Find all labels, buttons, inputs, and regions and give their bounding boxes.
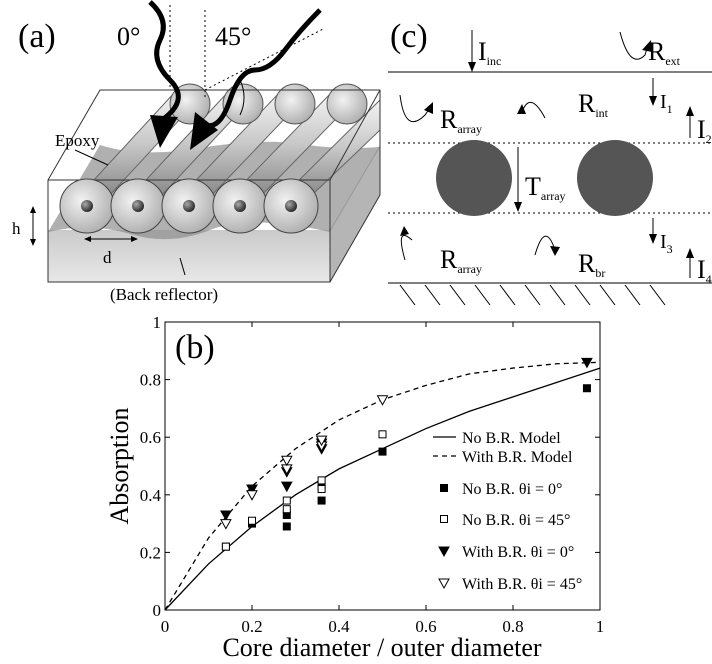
point xyxy=(583,385,590,392)
legend-label: No B.R. θi = 0° xyxy=(462,481,562,498)
flux-label: Rext xyxy=(648,37,681,68)
wire xyxy=(577,140,653,216)
figure: (a) 0° 45° Epoxy h d (Back reflector) (c… xyxy=(0,0,712,664)
panel-a: (a) 0° 45° Epoxy h d (Back reflector) xyxy=(12,2,380,304)
point xyxy=(221,520,231,529)
x-axis-label: Core diameter / outer diameter xyxy=(222,633,541,662)
angle-label: 45° xyxy=(215,22,251,51)
panel-label: (b) xyxy=(175,329,215,366)
wire xyxy=(436,140,512,216)
label-sub: 4 xyxy=(706,272,712,286)
x-tick-label: 0.4 xyxy=(328,617,350,636)
epoxy-label: Epoxy xyxy=(55,131,100,150)
flux-label: Tarray xyxy=(525,172,566,203)
point xyxy=(379,431,386,438)
legend-swatch xyxy=(439,547,449,556)
y-tick-label: 1 xyxy=(153,313,162,332)
d-label: d xyxy=(103,248,112,267)
panel-b: (b) Core diameter / outer diameter Absor… xyxy=(105,313,604,662)
angle-label: 0° xyxy=(117,22,140,51)
legend-label: No B.R. Model xyxy=(462,430,561,447)
x-tick-label: 1 xyxy=(596,617,605,636)
x-tick-label: 0.2 xyxy=(241,617,262,636)
flux-label: Rarray xyxy=(440,245,482,276)
point xyxy=(379,448,386,455)
label-main: R xyxy=(578,249,596,278)
point xyxy=(282,456,292,465)
label-main: R xyxy=(578,89,596,118)
point xyxy=(222,543,229,550)
label-sub: inc xyxy=(487,54,502,68)
label-main: I xyxy=(660,231,667,253)
point xyxy=(283,506,290,513)
h-label: h xyxy=(12,219,21,238)
flux-label: Rarray xyxy=(440,105,482,136)
label-main: I xyxy=(697,115,706,144)
label-sub: br xyxy=(595,266,605,280)
label-sub: 3 xyxy=(667,242,673,256)
label-sub: ext xyxy=(665,54,680,68)
point xyxy=(283,497,290,504)
flux-label: Rbr xyxy=(578,249,605,280)
y-tick-label: 0.2 xyxy=(140,543,161,562)
point xyxy=(318,486,325,493)
flux-label: I2 xyxy=(697,115,712,146)
flux-label: Rint xyxy=(578,89,609,120)
legend-swatch xyxy=(441,516,448,523)
legend-label: With B.R. Model xyxy=(462,449,573,466)
point xyxy=(318,497,325,504)
y-axis-label: Absorption xyxy=(105,408,134,525)
y-tick-label: 0.4 xyxy=(140,486,162,505)
label-main: R xyxy=(440,245,458,274)
x-tick-label: 0.8 xyxy=(502,617,523,636)
x-tick-label: 0.6 xyxy=(415,617,436,636)
label-main: R xyxy=(440,105,458,134)
flux-label: I1 xyxy=(660,91,673,116)
panel-label: (a) xyxy=(18,18,56,55)
label-sub: array xyxy=(457,262,482,276)
label-main: I xyxy=(697,255,706,284)
label-sub: 2 xyxy=(706,132,712,146)
front-cylinders xyxy=(60,179,318,233)
point xyxy=(247,491,257,500)
y-tick-label: 0.8 xyxy=(140,371,161,390)
plot-frame xyxy=(165,322,600,610)
y-tick-label: 0.6 xyxy=(140,428,161,447)
panel-label: (c) xyxy=(390,18,428,55)
legend-label: With B.R. θi = 0° xyxy=(462,544,574,561)
back-reflector-label: (Back reflector) xyxy=(110,285,218,304)
hatch xyxy=(400,285,665,305)
flux-label: I4 xyxy=(697,255,712,286)
point xyxy=(318,477,325,484)
point xyxy=(282,482,292,491)
y-tick-label: 0 xyxy=(153,601,162,620)
flux-label: I3 xyxy=(660,231,673,256)
arrow-heads xyxy=(400,40,694,258)
legend-label: With B.R. θi = 45° xyxy=(462,576,582,593)
point xyxy=(249,517,256,524)
flux-arrows xyxy=(400,30,690,278)
legend-swatch xyxy=(441,485,448,492)
point xyxy=(221,511,231,520)
label-sub: int xyxy=(595,106,608,120)
label-main: T xyxy=(525,172,541,201)
label-main: I xyxy=(478,37,487,66)
label-main: I xyxy=(660,91,667,113)
legend-label: No B.R. θi = 45° xyxy=(462,512,570,529)
point xyxy=(283,523,290,530)
flux-label: Iinc xyxy=(478,37,501,68)
point xyxy=(378,396,388,405)
label-sub: 1 xyxy=(667,102,673,116)
label-main: R xyxy=(648,37,666,66)
legend-swatch xyxy=(439,579,449,588)
label-sub: array xyxy=(457,122,482,136)
label-sub: array xyxy=(541,189,566,203)
x-tick-label: 0 xyxy=(161,617,170,636)
